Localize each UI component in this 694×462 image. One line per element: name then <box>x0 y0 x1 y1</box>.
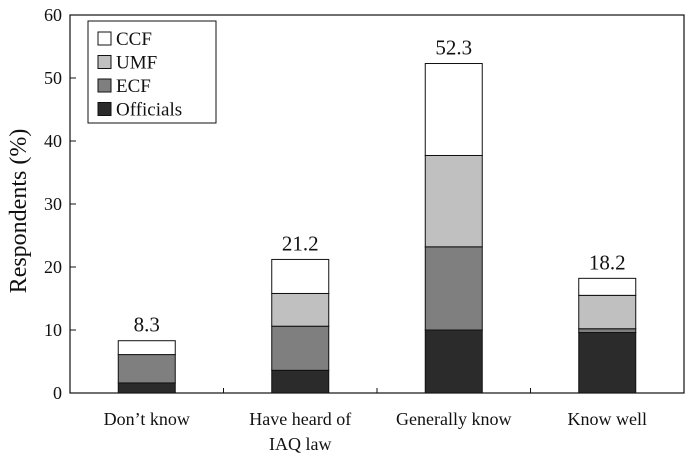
y-tick-label: 40 <box>44 131 62 151</box>
bar-total-label: 8.3 <box>134 313 160 337</box>
legend-label: UMF <box>116 53 157 74</box>
legend-label: CCF <box>116 29 152 50</box>
legend-label: Officials <box>116 100 182 121</box>
x-tick-label: Generally know <box>396 409 511 429</box>
x-tick-label: Know well <box>568 409 648 429</box>
data-labels: 8.3 21.2 52.3 18.2 <box>134 36 626 337</box>
bar-segment-umf <box>424 154 483 248</box>
x-tick-label: Don’t know <box>104 409 190 429</box>
legend-swatch-officials <box>97 102 112 116</box>
bar-segment-ccf <box>578 277 637 296</box>
y-tick-label: 50 <box>44 68 62 88</box>
bar-total-label: 18.2 <box>589 250 626 274</box>
legend-label: ECF <box>116 76 151 97</box>
bar-segment-ecf <box>271 325 330 371</box>
bar-segment-officials <box>578 332 637 394</box>
bar-segment-ecf <box>117 354 176 384</box>
bar-segment-umf <box>578 294 637 330</box>
bar-total-label: 21.2 <box>282 231 319 255</box>
bar-segment-ccf <box>117 340 176 356</box>
bar-segment-ccf <box>424 63 483 156</box>
y-tick-label: 30 <box>44 194 62 214</box>
legend-swatch-ecf <box>97 78 112 93</box>
y-tick-label: 60 <box>44 5 62 25</box>
axes: 0 10 20 30 40 50 60 Don’t know Have heard of IAQ … <box>44 5 685 454</box>
bar-segment-ccf <box>271 258 330 294</box>
y-tick-label: 10 <box>44 320 62 340</box>
legend-swatch-umf <box>97 55 112 69</box>
bar-segment-officials <box>117 382 176 394</box>
bar-segment-ecf <box>424 246 483 331</box>
bar-total-label: 52.3 <box>435 36 472 60</box>
x-tick-label: IAQ law <box>269 434 331 454</box>
x-tick-label: Have heard of <box>249 409 351 429</box>
bars <box>117 63 637 394</box>
bar-segment-officials <box>271 369 330 394</box>
y-tick-label: 0 <box>53 383 62 403</box>
bar-segment-ecf <box>578 328 637 334</box>
legend-swatch-ccf <box>97 31 112 46</box>
y-tick-label: 20 <box>44 257 62 277</box>
bar-segment-officials <box>424 329 483 394</box>
bar-segment-umf <box>271 292 330 327</box>
y-axis-title: Respondents (%) <box>6 129 32 294</box>
